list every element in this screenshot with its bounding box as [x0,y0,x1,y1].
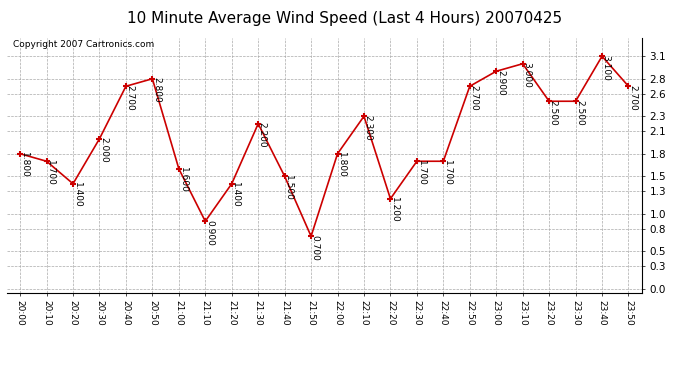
Text: Copyright 2007 Cartronics.com: Copyright 2007 Cartronics.com [13,40,155,49]
Text: 2.800: 2.800 [152,77,161,103]
Text: 2.500: 2.500 [575,100,584,126]
Text: 3.000: 3.000 [522,62,531,88]
Text: 1.400: 1.400 [72,182,81,208]
Text: 2.700: 2.700 [628,85,637,111]
Text: 1.700: 1.700 [443,160,452,186]
Text: 1.500: 1.500 [284,175,293,201]
Text: 1.200: 1.200 [390,197,399,223]
Text: 2.300: 2.300 [364,115,373,141]
Text: 2.000: 2.000 [99,137,108,163]
Text: 1.700: 1.700 [46,160,55,186]
Text: 2.200: 2.200 [258,122,267,148]
Text: 1.400: 1.400 [231,182,240,208]
Text: 2.700: 2.700 [126,85,135,111]
Text: 3.100: 3.100 [602,55,611,81]
Text: 1.800: 1.800 [337,152,346,178]
Text: 1.700: 1.700 [417,160,426,186]
Text: 1.800: 1.800 [20,152,29,178]
Text: 0.700: 0.700 [310,235,319,261]
Text: 2.700: 2.700 [469,85,478,111]
Text: 10 Minute Average Wind Speed (Last 4 Hours) 20070425: 10 Minute Average Wind Speed (Last 4 Hou… [128,11,562,26]
Text: 2.500: 2.500 [549,100,558,126]
Text: 2.900: 2.900 [496,70,505,96]
Text: 1.600: 1.600 [179,167,188,193]
Text: 0.900: 0.900 [205,220,214,246]
